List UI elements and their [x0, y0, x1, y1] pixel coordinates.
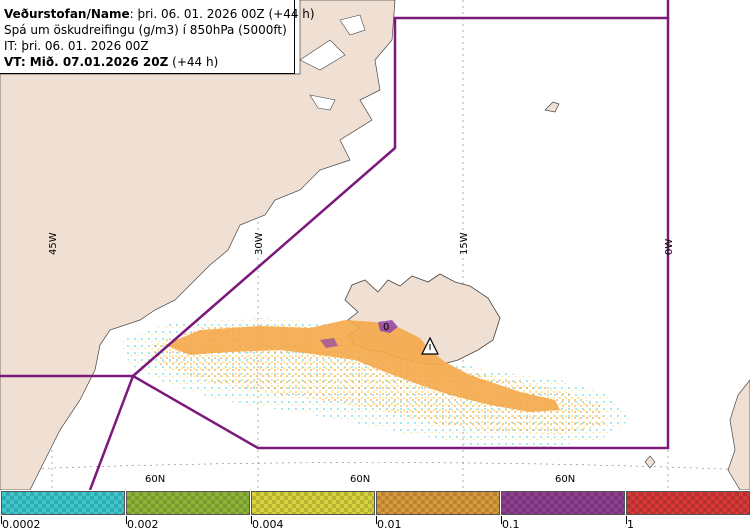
legend-tick-3 [376, 516, 377, 524]
legend-swatch-3 [376, 491, 500, 515]
legend-label-4: 0.1 [502, 518, 520, 531]
meridian-label-30w: 30W [254, 232, 265, 255]
issuer-name: Veðurstofan/Name [4, 7, 130, 21]
ash-plume-core-2 [320, 338, 338, 348]
issuer-line: Veðurstofan/Name: þri. 06. 01. 2026 00Z … [4, 6, 315, 22]
legend-swatch-2 [251, 491, 375, 515]
issue-time: : þri. 06. 01. 2026 00Z (+44 h) [129, 7, 315, 21]
legend-tick-0 [1, 516, 2, 524]
valid-time-line: VT: Mið. 07.01.2026 20Z (+44 h) [4, 54, 294, 70]
ash-dispersion-map: 0 45W 30W 15W 0W 60N 60N 60N [0, 0, 750, 490]
ash-plume-core [378, 320, 398, 333]
parallel-label-60n-1: 60N [145, 474, 165, 485]
parallel-label-60n-2: 60N [350, 474, 370, 485]
meridian-label-15w: 15W [459, 232, 470, 255]
meridian-label-0w: 0W [664, 239, 675, 255]
initial-time: IT: þri. 06. 01. 2026 00Z [4, 39, 149, 53]
legend-tick-2 [251, 516, 252, 524]
norway-coast [727, 379, 750, 490]
forecast-title: Spá um öskudreifingu (g/m3) í 850hPa (50… [4, 23, 287, 37]
legend-swatch-4 [501, 491, 625, 515]
legend-tick-1 [126, 516, 127, 524]
core-zero-label: 0 [383, 322, 389, 333]
legend-swatch-5 [626, 491, 750, 515]
legend-swatch-0 [1, 491, 125, 515]
legend-swatch-1 [126, 491, 250, 515]
legend-tick-4 [501, 516, 502, 524]
ash-plume-light [150, 324, 605, 435]
jan-mayen-island [544, 101, 560, 113]
advisory-boundary [0, 0, 670, 490]
parallel-label-60n-3: 60N [555, 474, 575, 485]
legend-tick-5 [626, 516, 627, 524]
valid-time: VT: Mið. 07.01.2026 20Z [4, 55, 169, 69]
legend-label-3: 0.01 [377, 518, 402, 531]
greenland-fjords [299, 14, 366, 111]
legend-label-0: 0.0002 [2, 518, 41, 531]
meridian-label-45w: 45W [48, 232, 59, 255]
volcano-triangle-icon [421, 336, 439, 355]
color-legend: 0.0002 0.002 0.004 0.01 0.1 1 [0, 490, 750, 532]
legend-label-5: 1 [627, 518, 634, 531]
valid-time-offset: (+44 h) [168, 55, 219, 69]
legend-label-2: 0.004 [252, 518, 284, 531]
faroe-islands [644, 455, 656, 469]
forecast-info-panel: Veðurstofan/Name: þri. 06. 01. 2026 00Z … [0, 0, 315, 74]
ash-plume-main [165, 320, 560, 412]
legend-label-1: 0.002 [127, 518, 159, 531]
greenland-landmass [0, 0, 396, 490]
